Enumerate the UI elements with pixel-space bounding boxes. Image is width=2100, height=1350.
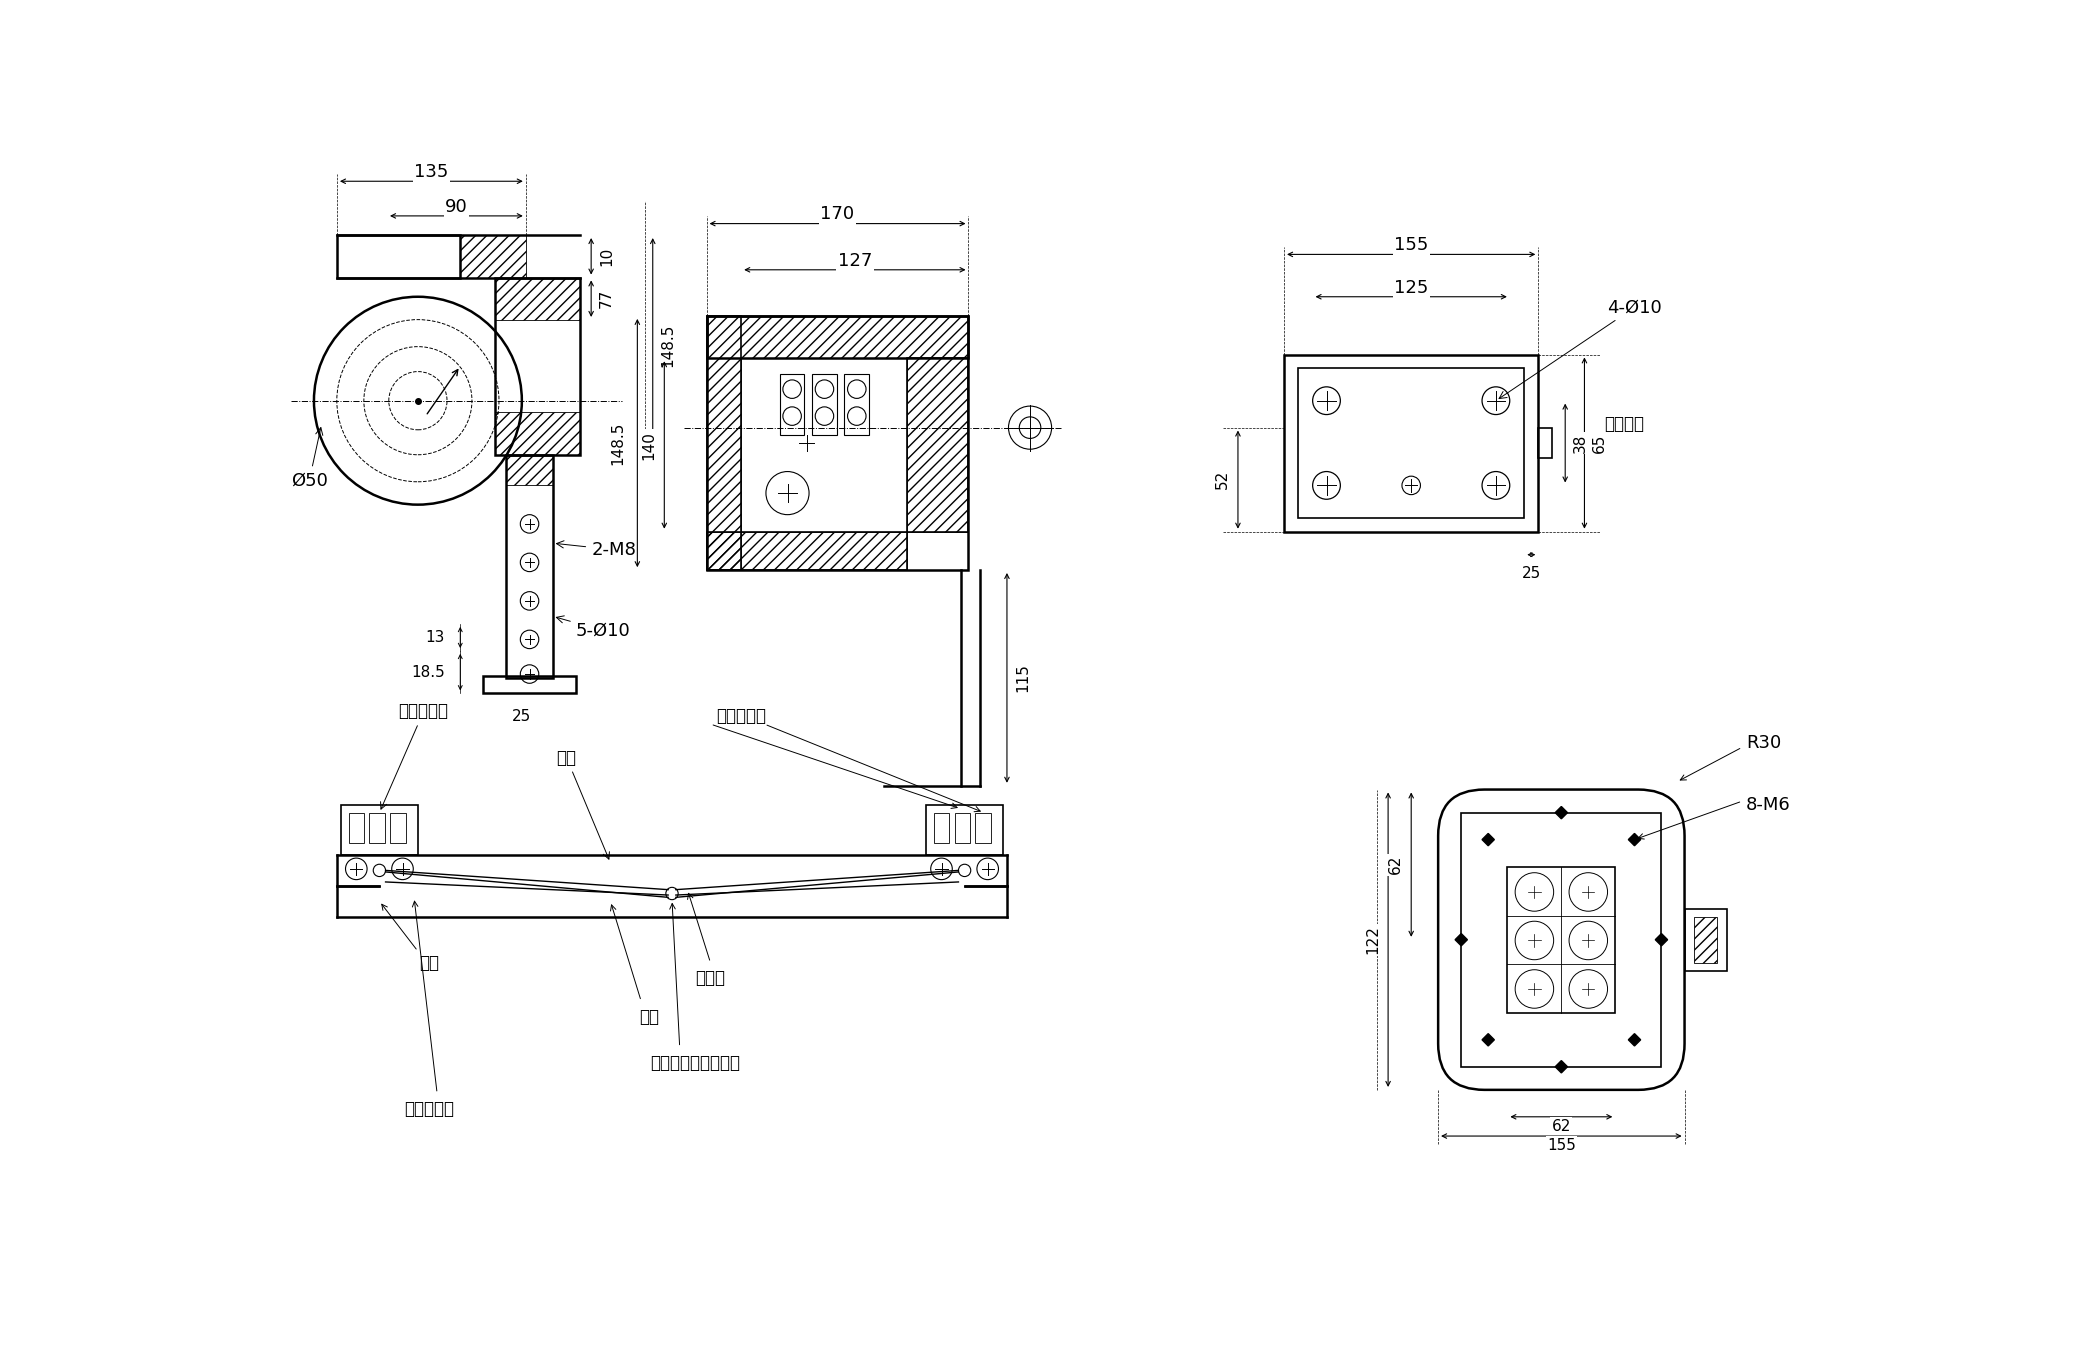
Bar [506, 455, 552, 486]
Text: 两条挡索重叠的地方: 两条挡索重叠的地方 [651, 1054, 739, 1072]
Bar [779, 374, 804, 435]
Bar [706, 316, 741, 570]
Text: 38: 38 [1573, 433, 1588, 452]
Text: 4-Ø10: 4-Ø10 [1499, 298, 1663, 398]
Bar [706, 532, 907, 570]
Text: 52: 52 [1216, 470, 1231, 489]
Text: 155: 155 [1548, 1138, 1575, 1153]
Text: 148.5: 148.5 [611, 421, 626, 464]
Text: 钓丝绳: 钓丝绳 [695, 969, 724, 987]
Text: 25: 25 [1522, 567, 1541, 582]
Bar [706, 532, 907, 570]
Text: 65: 65 [1592, 433, 1606, 452]
Polygon shape [1483, 1034, 1495, 1046]
Text: 127: 127 [838, 251, 872, 270]
Text: 62: 62 [1552, 1119, 1571, 1134]
Text: 5-Ø10: 5-Ø10 [556, 616, 630, 640]
Text: 擕裂检测器: 擕裂检测器 [380, 702, 449, 809]
Text: 胶带: 胶带 [556, 749, 609, 859]
Bar [813, 374, 836, 435]
Bar [706, 316, 968, 358]
Polygon shape [1556, 1061, 1567, 1073]
Text: 122: 122 [1365, 925, 1380, 954]
Bar [506, 455, 552, 678]
Text: 13: 13 [426, 630, 445, 645]
Bar [926, 805, 1004, 855]
Bar [370, 813, 384, 844]
Text: 25: 25 [512, 709, 531, 724]
Text: 155: 155 [1394, 236, 1428, 254]
Text: Ø50: Ø50 [290, 428, 328, 490]
Bar [460, 235, 525, 278]
Bar [1537, 428, 1552, 459]
Text: R30: R30 [1747, 734, 1781, 752]
Polygon shape [1483, 833, 1495, 845]
Bar [483, 676, 575, 694]
Bar [706, 358, 741, 570]
Text: 10: 10 [598, 247, 613, 266]
Text: 170: 170 [821, 205, 855, 223]
Bar [1285, 355, 1537, 532]
Text: 这里不扣死: 这里不扣死 [716, 707, 766, 725]
Bar [907, 358, 968, 532]
Text: 62: 62 [1388, 855, 1403, 875]
Bar [391, 813, 405, 844]
Text: 140: 140 [640, 431, 657, 460]
Text: 2-M8: 2-M8 [556, 541, 636, 559]
Bar [956, 813, 970, 844]
Text: 这里不扣死: 这里不扣死 [405, 1100, 454, 1118]
Polygon shape [1455, 934, 1468, 946]
Bar [349, 813, 363, 844]
Bar [1298, 369, 1525, 518]
Text: 支架: 支架 [420, 954, 439, 972]
Bar [336, 235, 460, 278]
Bar [934, 813, 949, 844]
Text: 135: 135 [414, 163, 449, 181]
Bar [1462, 813, 1661, 1066]
Text: 125: 125 [1394, 278, 1428, 297]
Text: 8-M6: 8-M6 [1747, 796, 1791, 814]
Text: 140: 140 [640, 431, 657, 459]
Text: 安装孔尺: 安装孔尺 [1604, 414, 1644, 433]
Text: 115: 115 [1014, 663, 1029, 693]
Bar [1695, 917, 1718, 963]
Bar [706, 316, 968, 358]
Bar [844, 374, 869, 435]
Text: 148.5: 148.5 [662, 323, 676, 367]
Text: 90: 90 [445, 197, 468, 216]
Polygon shape [1556, 806, 1567, 819]
Bar [1684, 909, 1726, 971]
Bar [974, 813, 991, 844]
Bar [496, 278, 580, 455]
Bar [1508, 867, 1615, 1012]
Bar [496, 278, 580, 320]
Text: 77: 77 [598, 289, 613, 308]
Bar [340, 805, 418, 855]
Text: 148.5: 148.5 [615, 421, 630, 464]
Polygon shape [1628, 1034, 1640, 1046]
Text: 18.5: 18.5 [412, 666, 445, 680]
Polygon shape [1655, 934, 1667, 946]
Text: 线扣: 线扣 [638, 1007, 659, 1026]
Bar [706, 316, 968, 570]
Bar [496, 412, 580, 455]
Bar [907, 358, 968, 532]
Polygon shape [1628, 833, 1640, 845]
